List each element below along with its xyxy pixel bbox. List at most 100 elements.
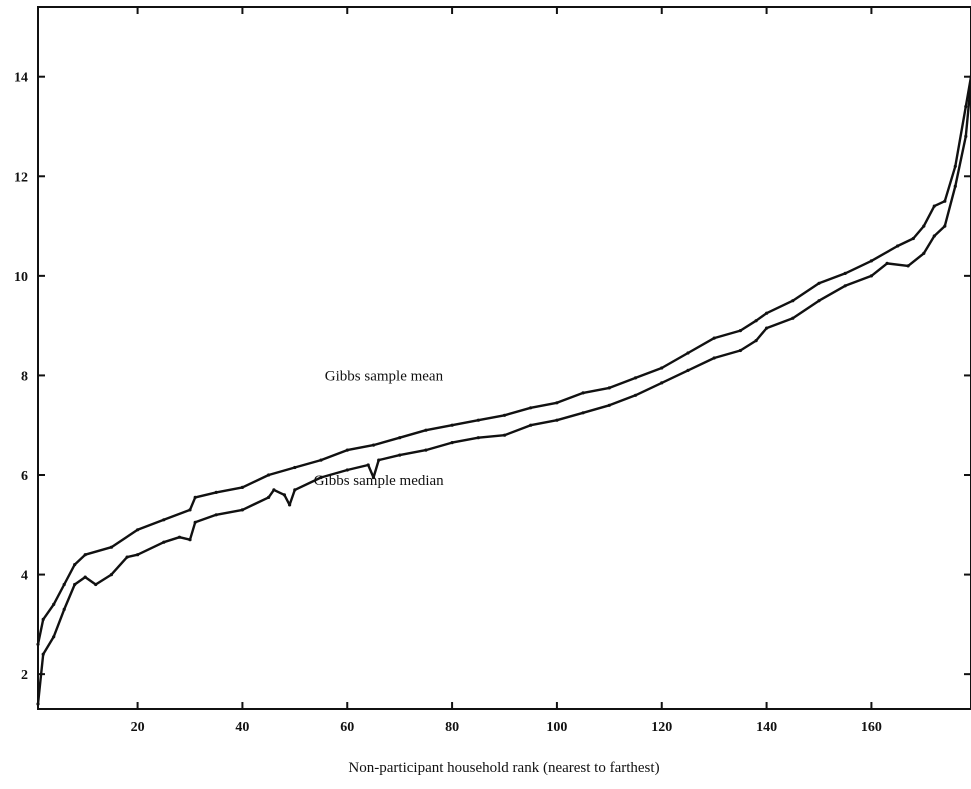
gibbs-sample-mean-point [686, 351, 690, 355]
x-tick-label: 80 [445, 720, 459, 735]
annotation-median: Gibbs sample median [314, 473, 444, 489]
gibbs-sample-median-point [906, 264, 910, 268]
gibbs-sample-median-point [869, 274, 874, 278]
annotation-mean: Gibbs sample mean [325, 368, 444, 384]
gibbs-sample-median-point [62, 607, 66, 612]
gibbs-sample-median-point [398, 453, 402, 457]
gibbs-sample-mean-point [62, 582, 66, 587]
y-tick-label: 4 [21, 569, 28, 584]
gibbs-sample-median-point [272, 488, 276, 492]
gibbs-sample-mean-point [41, 617, 45, 622]
gibbs-sample-mean-point [450, 423, 454, 427]
gibbs-sample-median-point [214, 513, 218, 517]
gibbs-sample-median-point [377, 458, 381, 462]
gibbs-sample-median-point [36, 702, 40, 706]
gibbs-sample-median-point [843, 284, 847, 288]
gibbs-sample-median-point [712, 356, 716, 360]
gibbs-sample-mean-point [529, 406, 533, 410]
gibbs-sample-median-point [932, 234, 936, 238]
gibbs-sample-median-point [41, 652, 45, 656]
gibbs-sample-median-point [885, 261, 889, 265]
gibbs-sample-mean-point [83, 553, 87, 557]
gibbs-sample-median-point [633, 393, 638, 397]
plot-frame [37, 6, 971, 710]
gibbs-sample-median-point [293, 488, 297, 492]
gibbs-sample-mean-point [319, 458, 323, 462]
gibbs-sample-median-point [83, 575, 87, 579]
gibbs-sample-median-point [791, 316, 795, 320]
gibbs-sample-mean-point [581, 391, 585, 395]
gibbs-sample-mean-point [843, 271, 847, 275]
gibbs-sample-median-point [94, 582, 98, 587]
gibbs-sample-median-point [319, 475, 323, 480]
gibbs-sample-mean-point [555, 401, 559, 405]
gibbs-sample-mean-point [896, 244, 900, 248]
y-tick-label: 14 [14, 71, 28, 86]
gibbs-sample-mean-point [136, 528, 140, 532]
gibbs-sample-median-point [424, 448, 428, 452]
x-tick-label: 20 [131, 720, 145, 735]
gibbs-sample-mean-point [712, 336, 716, 340]
gibbs-sample-mean-point [162, 518, 166, 522]
gibbs-sample-median-point [177, 535, 182, 539]
gibbs-sample-median-point [964, 134, 968, 138]
x-axis-label: Non-participant household rank (nearest … [348, 760, 659, 776]
gibbs-sample-mean-point [869, 259, 874, 263]
series-layer [36, 75, 971, 706]
gibbs-sample-median-point [817, 299, 821, 303]
gibbs-sample-median-point [345, 468, 349, 472]
gibbs-sample-median-point [371, 475, 376, 480]
gibbs-sample-median-point [738, 348, 743, 353]
gibbs-sample-median-point [754, 339, 758, 343]
gibbs-sample-median-point [109, 573, 113, 577]
gibbs-sample-median-point [136, 553, 140, 557]
gibbs-sample-mean-point [240, 485, 244, 489]
gibbs-sample-mean-point [502, 413, 507, 417]
gibbs-sample-median-point [529, 423, 533, 427]
gibbs-sample-mean-point [398, 436, 402, 440]
gibbs-sample-median-point [922, 251, 926, 255]
y-tick-label: 2 [21, 668, 28, 683]
y-tick-label: 8 [21, 369, 28, 384]
gibbs-sample-median-line [36, 81, 971, 705]
gibbs-sample-mean-point [607, 386, 611, 390]
gibbs-sample-median-point [125, 555, 129, 559]
gibbs-sample-mean-point [932, 204, 936, 208]
gibbs-sample-median-point [581, 411, 585, 415]
axis-ticks: 20 40 60 80 100 120 140 160 2 4 6 8 10 12 14 [14, 7, 971, 735]
gibbs-sample-mean-point [754, 319, 758, 323]
gibbs-sample-mean-point [738, 329, 743, 333]
gibbs-sample-mean-point [36, 642, 40, 646]
gibbs-sample-median-point [943, 224, 947, 228]
gibbs-sample-median-point [953, 184, 957, 188]
gibbs-sample-median-point [476, 436, 480, 440]
gibbs-sample-median-point [555, 418, 559, 422]
gibbs-sample-median-point [450, 441, 454, 445]
gibbs-sample-mean-point [371, 443, 376, 447]
gibbs-sample-median-point [282, 493, 286, 497]
x-tick-label: 140 [756, 720, 777, 735]
gibbs-sample-median-point [288, 503, 292, 507]
gibbs-sample-median-point [193, 520, 197, 524]
gibbs-sample-median-point [73, 582, 77, 587]
gibbs-sample-mean-point [214, 490, 218, 494]
gibbs-sample-mean-point [791, 299, 795, 303]
gibbs-sample-mean-point [267, 473, 271, 477]
y-tick-label: 10 [14, 270, 28, 285]
gibbs-sample-mean-point [193, 495, 197, 499]
gibbs-sample-median-point [502, 433, 507, 437]
gibbs-sample-mean-point [52, 602, 56, 607]
gibbs-sample-mean-point [964, 105, 968, 109]
x-tick-label: 120 [651, 720, 672, 735]
x-tick-label: 60 [340, 720, 354, 735]
gibbs-sample-median-point [607, 403, 611, 407]
gibbs-sample-mean-point [109, 545, 113, 549]
gibbs-sample-mean-point [922, 224, 926, 228]
x-tick-label: 40 [235, 720, 249, 735]
gibbs-sample-mean-point [943, 199, 947, 203]
x-tick-label: 100 [546, 720, 567, 735]
gibbs-sample-mean-point [476, 418, 480, 422]
gibbs-sample-mean-point [73, 563, 77, 567]
gibbs-sample-median-point [267, 495, 271, 499]
